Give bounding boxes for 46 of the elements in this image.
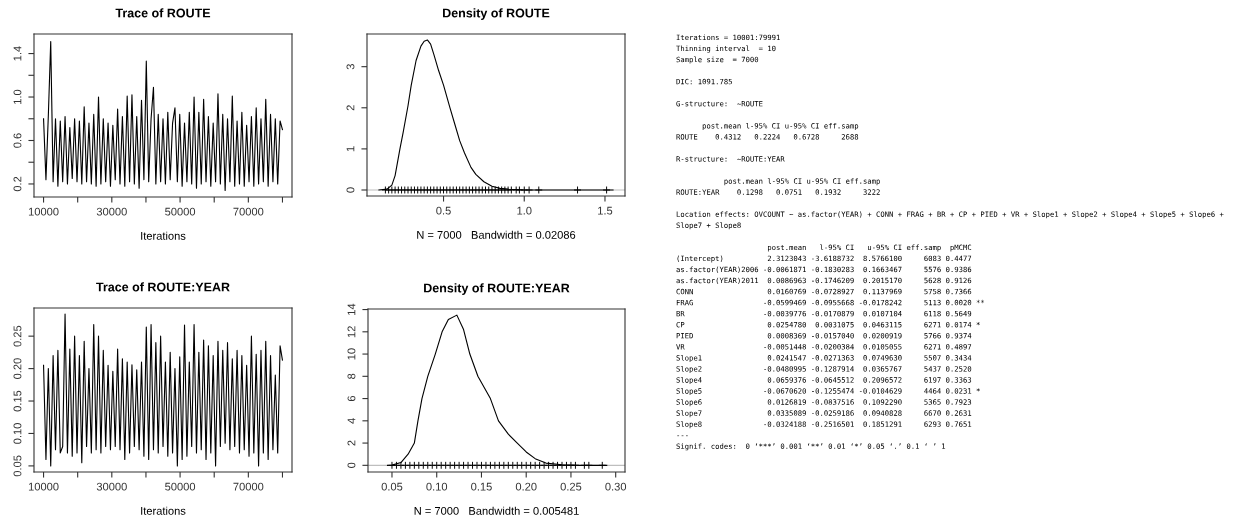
chart-title: Density of ROUTE [443, 8, 550, 20]
x-axis-title: N = 7000 Bandwidth = 0.005481 [414, 506, 579, 515]
x-tick-label: 1.5 [598, 206, 613, 215]
y-tick-label: 1.0 [13, 89, 22, 104]
y-tick-label: 4 [347, 418, 356, 424]
y-tick-label: 0.25 [13, 325, 22, 347]
x-axis-title: Iterations [141, 231, 186, 240]
x-axis-title: Iterations [141, 506, 186, 515]
y-tick-label: 2 [347, 440, 356, 446]
x-tick-label: 50000 [165, 482, 196, 491]
x-tick-label: 10000 [28, 207, 59, 216]
x-tick-label: 70000 [233, 482, 264, 491]
chart-title: Trace of ROUTE:YEAR [96, 282, 230, 292]
y-tick-label: 0.20 [13, 358, 22, 379]
y-tick-label: 10 [347, 348, 356, 360]
x-tick-label: 0.5 [436, 206, 451, 215]
chart-title: Density of ROUTE:YEAR [424, 283, 570, 295]
chart-title: Trace of ROUTE [115, 8, 211, 18]
y-tick-label: 2 [346, 105, 355, 111]
y-tick-label: 0.05 [13, 455, 22, 477]
y-tick-label: 0.10 [13, 423, 22, 444]
y-tick-label: 0 [347, 462, 356, 468]
x-tick-label: 0.25 [560, 482, 582, 491]
x-tick-label: 0.15 [471, 482, 492, 491]
x-tick-label: 0.10 [426, 482, 448, 491]
x-tick-label: 30000 [96, 207, 127, 216]
y-tick-label: 0.2 [13, 176, 22, 192]
y-tick-label: 0 [346, 187, 355, 193]
y-tick-label: 14 [347, 303, 356, 315]
y-tick-label: 12 [347, 326, 356, 338]
y-tick-label: 0.6 [13, 133, 22, 148]
x-tick-label: 70000 [233, 207, 264, 216]
x-tick-label: 30000 [96, 482, 127, 491]
y-tick-label: 1.4 [13, 46, 22, 61]
x-tick-label: 10000 [28, 482, 59, 491]
y-tick-label: 8 [347, 373, 356, 379]
x-tick-label: 50000 [165, 207, 196, 216]
y-tick-label: 6 [347, 395, 356, 402]
y-tick-label: 3 [346, 64, 355, 70]
x-tick-label: 0.05 [381, 482, 403, 491]
x-tick-label: 0.20 [515, 482, 537, 491]
x-tick-label: 1.0 [517, 206, 532, 215]
x-axis-title: N = 7000 Bandwidth = 0.02086 [417, 230, 576, 239]
x-tick-label: 0.30 [605, 482, 627, 491]
y-tick-label: 0.15 [13, 390, 22, 412]
y-tick-label: 1 [346, 146, 355, 152]
